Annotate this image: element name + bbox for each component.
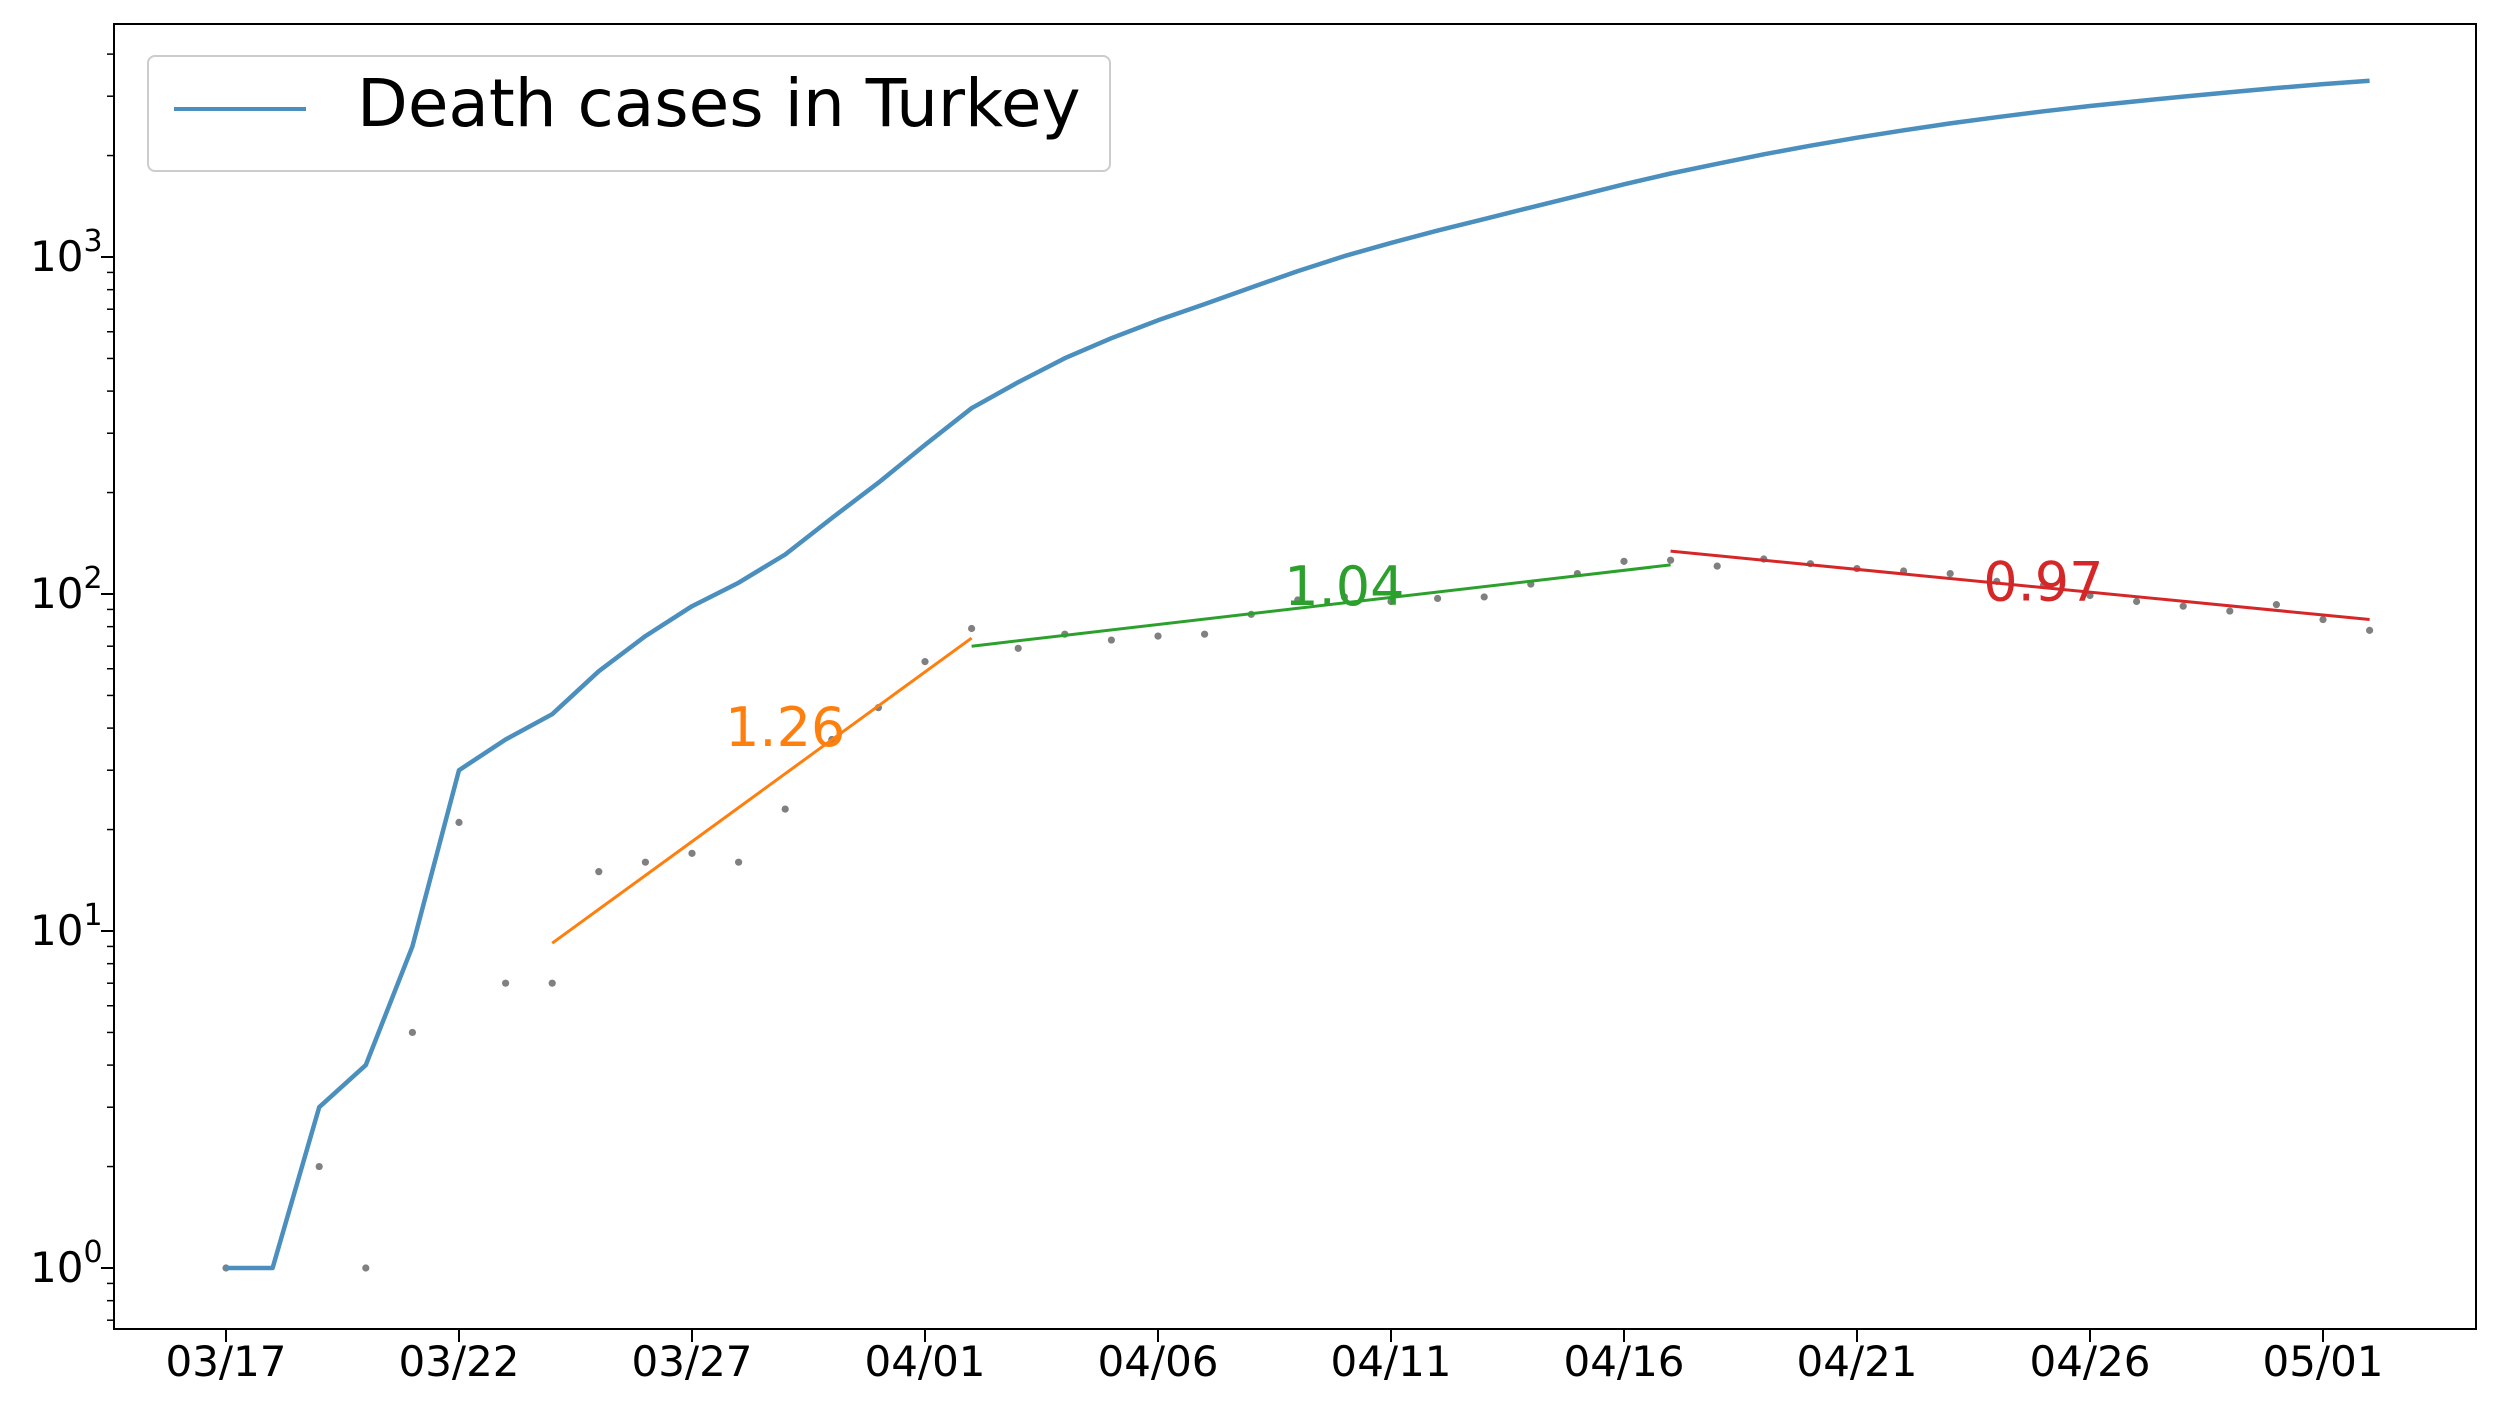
daily-point	[2366, 626, 2374, 634]
daily-point	[362, 1264, 370, 1272]
daily-point	[1340, 593, 1348, 601]
plot-area: 1.26 1.04 0.97	[222, 78, 2374, 1272]
daily-point	[595, 868, 603, 876]
daily-point	[1713, 562, 1721, 570]
daily-point	[2272, 601, 2280, 609]
y-tick-label: 102	[30, 561, 103, 618]
x-tick-label: 04/01	[864, 1337, 985, 1386]
daily-point	[1434, 594, 1442, 603]
daily-point	[2133, 597, 2141, 606]
x-tick-labels: 03/17 03/22 03/27 04/01 04/06 04/11 04/16 04/21…	[165, 1337, 2383, 1386]
daily-point	[502, 979, 510, 987]
daily-point	[1480, 593, 1488, 601]
y-tick-label: 100	[30, 1235, 103, 1292]
x-tick-label: 04/11	[1330, 1337, 1451, 1386]
daily-point	[1667, 556, 1675, 564]
fit-line	[1670, 549, 2370, 622]
daily-point	[968, 624, 976, 633]
daily-point	[1946, 569, 1954, 578]
x-tick-label: 04/16	[1563, 1337, 1684, 1386]
y-tick-label: 103	[30, 224, 103, 281]
growth-factor-label: 1.04	[1284, 555, 1404, 618]
growth-factor-label: 1.26	[725, 696, 845, 759]
y-minor-ticks	[107, 53, 114, 1321]
daily-point	[2226, 607, 2234, 615]
growth-factor-label: 0.97	[1983, 551, 2103, 614]
daily-point	[1014, 644, 1022, 652]
daily-point	[1387, 597, 1395, 606]
daily-point	[1294, 596, 1302, 604]
x-tick-label: 03/17	[165, 1337, 286, 1386]
plot-frame	[113, 23, 2477, 1330]
y-tick-label: 101	[30, 898, 103, 955]
axis-ticks	[101, 256, 2324, 1342]
daily-point	[1154, 632, 1162, 640]
x-tick-label: 04/21	[1796, 1337, 1917, 1386]
daily-point	[408, 1028, 416, 1037]
daily-point	[781, 805, 789, 813]
legend: Death cases in Turkey	[147, 55, 1111, 172]
legend-box	[147, 55, 1111, 172]
daily-point	[641, 858, 650, 866]
x-tick-label: 05/01	[2262, 1337, 2383, 1386]
y-tick-labels: 100 101 102 103	[30, 224, 103, 1292]
fit-line	[971, 563, 1671, 648]
daily-point	[548, 979, 556, 987]
daily-point	[455, 818, 463, 827]
daily-point	[1620, 557, 1628, 565]
x-tick-label: 03/27	[631, 1337, 752, 1386]
daily-point	[735, 858, 743, 866]
legend-label: Death cases in Turkey	[357, 65, 1081, 142]
fit-line	[551, 636, 973, 945]
daily-point	[921, 658, 929, 666]
daily-point	[315, 1162, 323, 1171]
daily-point	[2319, 615, 2327, 624]
series-line	[226, 78, 2370, 1271]
daily-point	[2179, 602, 2187, 610]
x-tick-label: 03/22	[398, 1337, 519, 1386]
daily-point	[1201, 630, 1209, 638]
x-tick-label: 04/06	[1097, 1337, 1218, 1386]
daily-point	[688, 849, 696, 857]
daily-point	[1107, 636, 1115, 644]
x-tick-label: 04/26	[2029, 1337, 2150, 1386]
